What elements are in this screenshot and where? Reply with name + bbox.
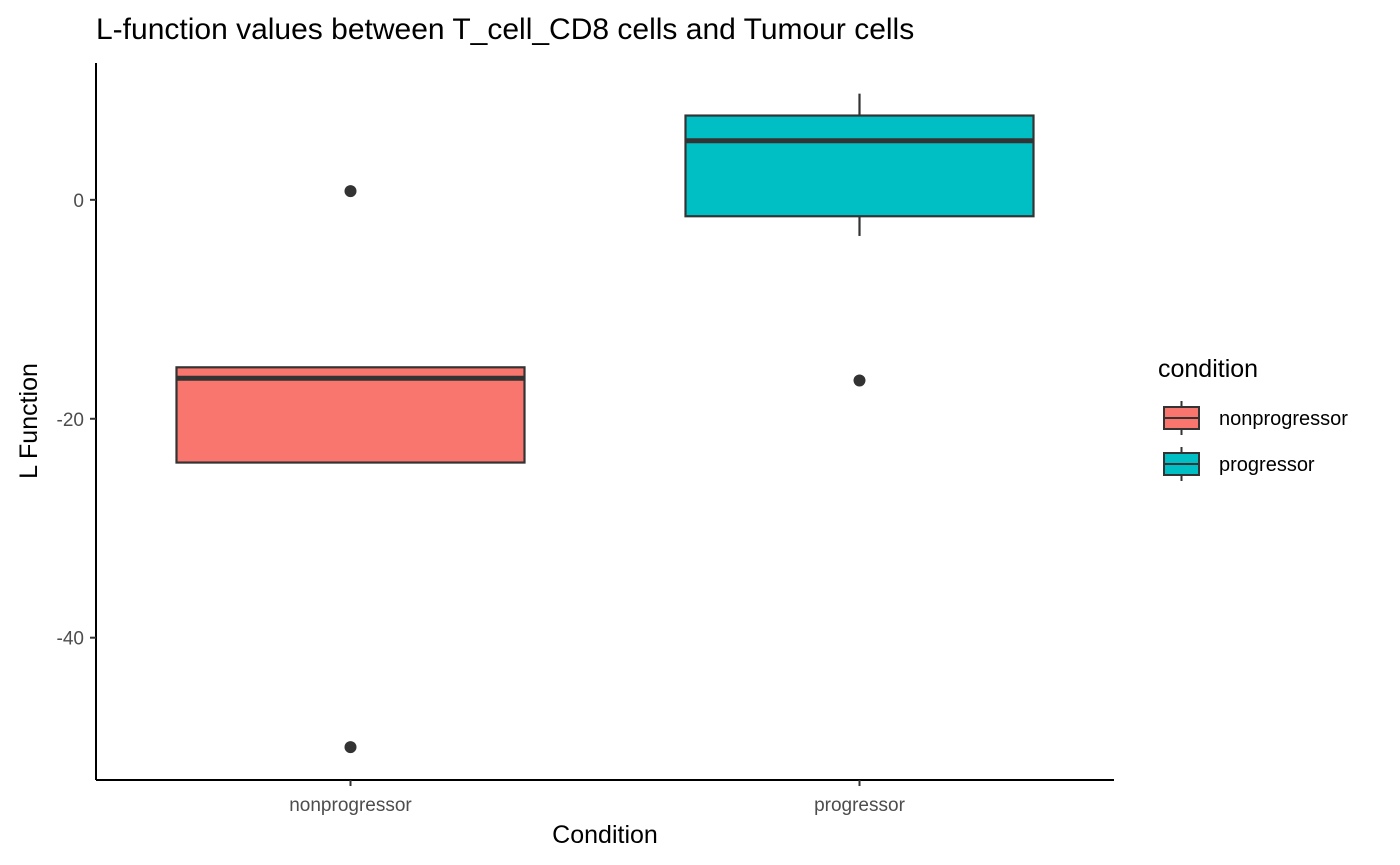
outlier-point-nonprogressor-1: [344, 185, 357, 198]
x-tick-label: nonprogressor: [289, 795, 412, 816]
y-axis-title: L Function: [15, 363, 43, 479]
plot-area: [175, 93, 1035, 754]
box-progressor: [684, 114, 1035, 218]
legend-label-nonprogressor: nonprogressor: [1219, 408, 1348, 430]
box-nonprogressor: [175, 366, 526, 464]
y-tick-label: 0: [73, 191, 84, 212]
y-axis-ticks: 0 -20 -40: [57, 191, 96, 650]
y-tick-label: -20: [57, 410, 84, 431]
legend: condition nonprogressor progressor: [1158, 355, 1348, 481]
chart-title: L-function values between T_cell_CD8 cel…: [96, 13, 914, 46]
x-tick-label: progressor: [814, 795, 905, 816]
legend-title: condition: [1158, 355, 1258, 383]
x-axis-ticks: nonprogressor progressor: [289, 780, 906, 816]
outlier-point-nonprogressor-2: [344, 741, 357, 754]
outlier-point-progressor-1: [853, 374, 866, 387]
legend-label-progressor: progressor: [1219, 454, 1315, 476]
y-tick-label: -40: [57, 629, 84, 650]
x-axis-title: Condition: [552, 821, 658, 849]
